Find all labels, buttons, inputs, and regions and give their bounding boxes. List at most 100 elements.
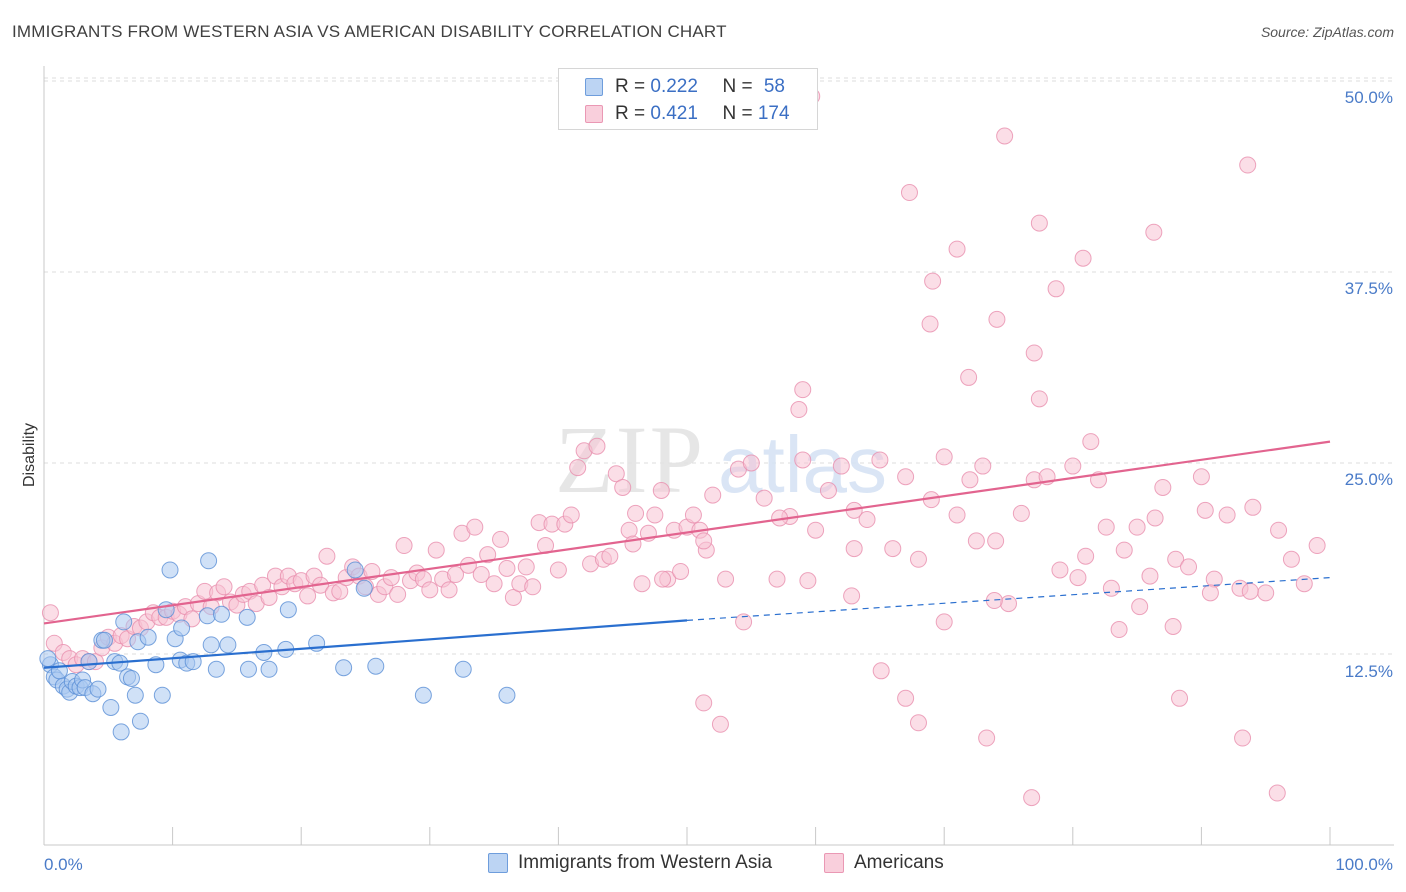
americans-point — [1218, 506, 1236, 524]
americans-point — [492, 530, 510, 548]
americans-point — [1146, 509, 1164, 527]
americans-point — [711, 715, 729, 733]
americans-point — [1051, 561, 1069, 579]
americans-point — [967, 532, 985, 550]
americans-point — [900, 184, 918, 202]
americans-point — [601, 547, 619, 565]
americans-point — [41, 604, 59, 622]
axis-labels: 12.5% 25.0% 37.5% 50.0% 0.0% 100.0% Disa… — [21, 88, 1393, 874]
immigrants-point — [207, 660, 225, 678]
americans-point — [382, 569, 400, 587]
americans-point — [524, 578, 542, 596]
americans-point — [654, 570, 672, 588]
americans-point — [1097, 518, 1115, 536]
legend-n-label: N = — [722, 76, 758, 97]
americans-point — [978, 729, 996, 747]
immigrants-trend-line — [43, 619, 688, 669]
americans-point — [549, 561, 567, 579]
americans-point — [799, 572, 817, 590]
americans-point — [695, 532, 713, 550]
americans-point — [421, 581, 439, 599]
americans-point — [717, 570, 735, 588]
americans-point — [987, 532, 1005, 550]
americans-point — [1000, 595, 1017, 613]
americans-point — [790, 401, 808, 419]
americans-point — [1171, 689, 1189, 707]
americans-point — [588, 437, 606, 455]
americans-point — [897, 468, 915, 486]
immigrants-western-asia-points — [39, 552, 516, 741]
americans-point — [794, 381, 812, 399]
americans-point — [569, 459, 587, 477]
legend-swatch-pink — [585, 105, 603, 123]
americans-point — [504, 588, 522, 606]
legend-r-label: R = — [615, 103, 651, 124]
immigrants-point — [157, 601, 175, 619]
americans-point — [948, 240, 966, 258]
americans-point — [1282, 550, 1300, 568]
immigrants-point — [279, 601, 297, 619]
americans-point — [935, 613, 953, 631]
immigrants-point — [89, 680, 107, 698]
americans-point — [1239, 156, 1257, 174]
y-tick-label: 37.5% — [1345, 279, 1393, 298]
immigrants-point — [122, 669, 140, 687]
americans-point — [607, 465, 625, 483]
americans-point — [961, 471, 979, 489]
americans-point — [819, 482, 837, 500]
americans-point — [1164, 617, 1182, 635]
americans-point — [794, 451, 812, 469]
americans-point — [1077, 547, 1095, 565]
americans-point — [1102, 579, 1120, 597]
legend-swatch-blue — [585, 78, 603, 96]
y-axis-title: Disability — [21, 423, 38, 487]
immigrants-point — [346, 561, 364, 579]
legend-label: Americans — [854, 852, 944, 873]
immigrants-point — [173, 619, 191, 637]
immigrants-point — [414, 686, 432, 704]
americans-point — [260, 588, 278, 606]
y-tick-label: 25.0% — [1345, 470, 1393, 489]
americans-point — [1167, 550, 1185, 568]
immigrants-point — [219, 636, 237, 654]
americans-point — [1128, 518, 1146, 536]
legend-r-label: R = — [615, 76, 651, 97]
immigrants-point — [367, 657, 385, 675]
axes — [43, 66, 1394, 846]
trend-lines — [43, 440, 1331, 669]
americans-point — [1030, 214, 1048, 232]
americans-point — [909, 550, 927, 568]
americans-point — [1192, 468, 1210, 486]
americans-point — [1141, 567, 1159, 585]
americans-point — [921, 315, 939, 333]
immigrants-point — [112, 723, 130, 741]
chart-source: Source: ZipAtlas.com — [1260, 24, 1394, 40]
immigrants-point — [95, 631, 113, 649]
americans-point — [1268, 784, 1286, 802]
series-legend: Immigrants from Western Asia Americans — [0, 852, 1406, 878]
americans-point — [974, 457, 992, 475]
legend-r-value: 0.222 — [650, 76, 698, 97]
americans-point — [1244, 498, 1262, 516]
americans-point — [427, 541, 445, 559]
americans-point — [331, 582, 349, 600]
americans-point — [299, 587, 317, 605]
legend-n-label: N = — [722, 103, 758, 124]
legend-r-value: 0.421 — [650, 103, 698, 124]
americans-point — [872, 662, 890, 680]
legend-swatch-pink — [824, 853, 844, 873]
americans-point — [858, 511, 876, 529]
americans-point — [948, 506, 966, 524]
immigrants-point — [139, 628, 157, 646]
immigrants-point — [212, 605, 230, 623]
immigrants-point — [102, 698, 120, 716]
americans-point — [735, 613, 753, 631]
americans-point — [1064, 457, 1082, 475]
americans-point — [832, 457, 850, 475]
americans-point — [627, 504, 645, 522]
americans-point — [1047, 280, 1065, 298]
legend-swatch-blue — [488, 853, 508, 873]
americans-point — [1131, 598, 1149, 616]
americans-point — [807, 521, 825, 539]
